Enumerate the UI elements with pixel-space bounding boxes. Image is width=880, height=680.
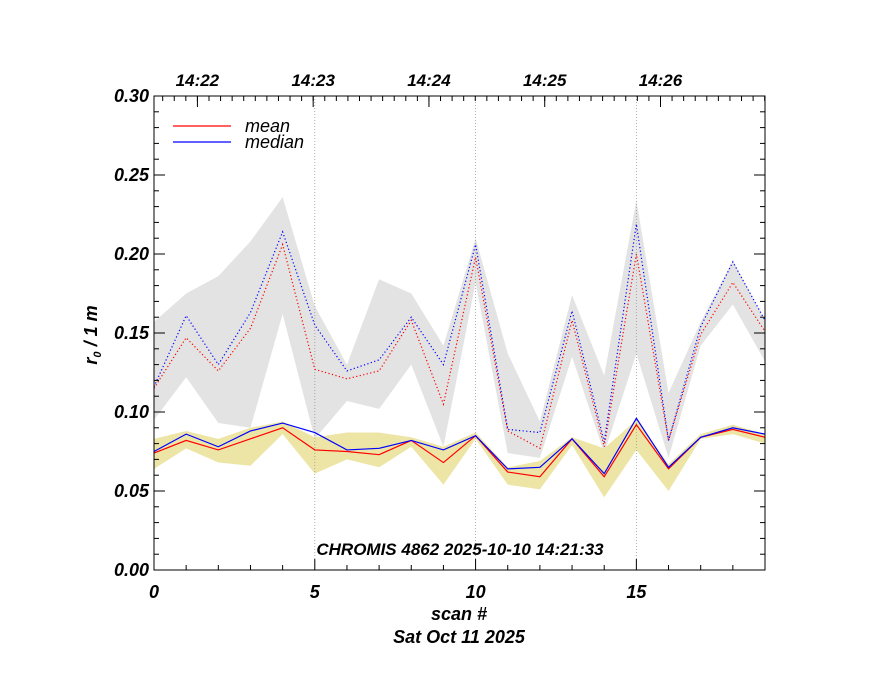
x-tick-label: 5 [310,582,321,602]
x-axis-title: scan # [431,604,487,624]
y-tick-label: 0.05 [114,481,150,501]
y-tick-label: 0.30 [114,86,149,106]
series-median-dotted [153,223,766,443]
y-axis-title-rest: / 1 m [81,305,101,351]
y-axis-title-subscript: 0 [92,351,104,358]
top-time-label: 14:26 [639,71,683,90]
y-axis-title-main: r [81,357,101,365]
y-tick-label: 0.20 [114,244,149,264]
chart-annotation: CHROMIS 4862 2025-10-10 14:21:33 [316,540,604,559]
tick-labels: 0.00 0.05 0.10 0.15 0.20 0.25 0.30 0 5 10 15 14:22 1… [114,71,683,602]
y-axis-title: r0 / 1 m [81,305,104,364]
time-gridlines [314,96,637,570]
x-tick-label: 0 [149,582,159,602]
y-tick-label: 0.25 [114,165,150,185]
top-time-label: 14:25 [523,71,567,90]
y-tick-label: 0.10 [114,402,149,422]
series-lines [153,223,766,478]
range-bands [154,197,765,498]
series-median-solid [153,417,766,475]
top-time-label: 14:23 [291,71,335,90]
band-lower-range [154,419,765,498]
x-axis-date: Sat Oct 11 2025 [393,627,526,647]
x-tick-label: 15 [626,582,647,602]
series-mean-solid [153,423,766,478]
y-tick-label: 0.00 [114,560,149,580]
band-upper-range [154,197,765,458]
legend-label-mean: mean [245,116,290,136]
tick-marks [153,95,766,571]
top-time-label: 14:24 [407,71,451,90]
series-mean-dotted [153,242,766,450]
legend-label-median: median [245,132,304,152]
top-time-label: 14:22 [176,71,220,90]
x-tick-label: 10 [466,582,486,602]
y-tick-label: 0.15 [114,323,150,343]
